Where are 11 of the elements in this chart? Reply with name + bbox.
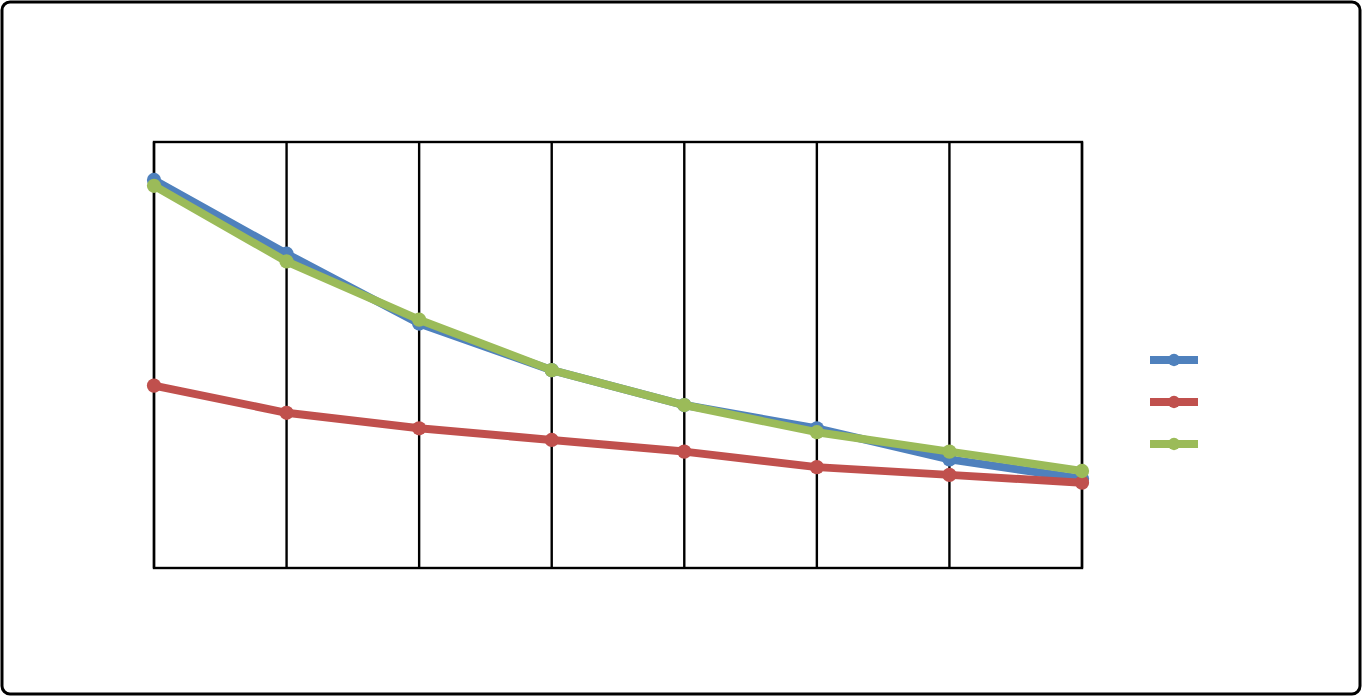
point: [412, 421, 427, 436]
point: [544, 432, 559, 448]
point: [1074, 463, 1090, 479]
point: [279, 254, 294, 269]
point: [809, 460, 824, 475]
point: [146, 378, 162, 393]
point: [279, 405, 294, 420]
point: [146, 178, 162, 193]
point: [942, 467, 957, 482]
point: [677, 444, 692, 459]
point: [942, 444, 957, 459]
